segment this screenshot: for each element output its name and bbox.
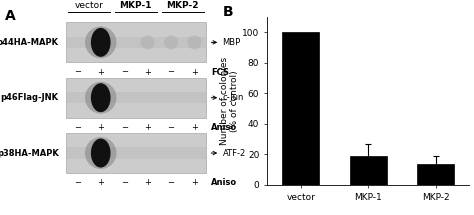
Text: c-Jun: c-Jun bbox=[222, 93, 244, 102]
Bar bbox=[282, 32, 319, 185]
Text: −: − bbox=[121, 68, 128, 77]
Text: p38HA-MAPK: p38HA-MAPK bbox=[0, 149, 59, 158]
Text: A: A bbox=[5, 9, 16, 23]
Text: Aniso: Aniso bbox=[211, 123, 237, 132]
Text: Aniso: Aniso bbox=[211, 178, 237, 187]
Text: −: − bbox=[121, 178, 128, 187]
Text: p44HA-MAPK: p44HA-MAPK bbox=[0, 38, 59, 47]
Text: B: B bbox=[222, 5, 233, 20]
Y-axis label: Number of colonies
(% of control): Number of colonies (% of control) bbox=[220, 57, 239, 145]
Ellipse shape bbox=[85, 82, 117, 114]
Ellipse shape bbox=[91, 28, 110, 57]
Text: +: + bbox=[144, 68, 151, 77]
Text: MKP-1: MKP-1 bbox=[119, 2, 152, 11]
Bar bbox=[65, 37, 206, 48]
Text: +: + bbox=[97, 123, 104, 132]
Bar bbox=[65, 133, 206, 173]
Ellipse shape bbox=[91, 138, 110, 167]
Text: −: − bbox=[74, 68, 81, 77]
Text: +: + bbox=[97, 178, 104, 187]
Text: +: + bbox=[144, 178, 151, 187]
Text: −: − bbox=[121, 123, 128, 132]
Ellipse shape bbox=[85, 137, 117, 169]
Text: +: + bbox=[144, 123, 151, 132]
Ellipse shape bbox=[91, 83, 110, 112]
Bar bbox=[65, 92, 206, 103]
Bar bbox=[65, 22, 206, 63]
Ellipse shape bbox=[140, 35, 155, 49]
Text: −: − bbox=[167, 178, 174, 187]
Bar bbox=[65, 147, 206, 159]
Text: vector: vector bbox=[74, 2, 103, 11]
Text: MKP-2: MKP-2 bbox=[166, 2, 199, 11]
Bar bbox=[65, 78, 206, 118]
Text: −: − bbox=[167, 68, 174, 77]
Text: MBP: MBP bbox=[222, 38, 241, 47]
Text: p46Flag-JNK: p46Flag-JNK bbox=[0, 93, 59, 102]
Text: +: + bbox=[191, 178, 198, 187]
Text: +: + bbox=[97, 68, 104, 77]
Text: −: − bbox=[74, 178, 81, 187]
Text: −: − bbox=[74, 123, 81, 132]
Text: FCS: FCS bbox=[211, 68, 228, 77]
Text: +: + bbox=[191, 123, 198, 132]
Bar bbox=[349, 156, 387, 185]
Bar bbox=[417, 164, 454, 185]
Ellipse shape bbox=[85, 26, 117, 58]
Text: ATF-2: ATF-2 bbox=[222, 149, 246, 158]
Text: −: − bbox=[167, 123, 174, 132]
Ellipse shape bbox=[164, 35, 178, 49]
Text: +: + bbox=[191, 68, 198, 77]
Ellipse shape bbox=[187, 35, 201, 49]
